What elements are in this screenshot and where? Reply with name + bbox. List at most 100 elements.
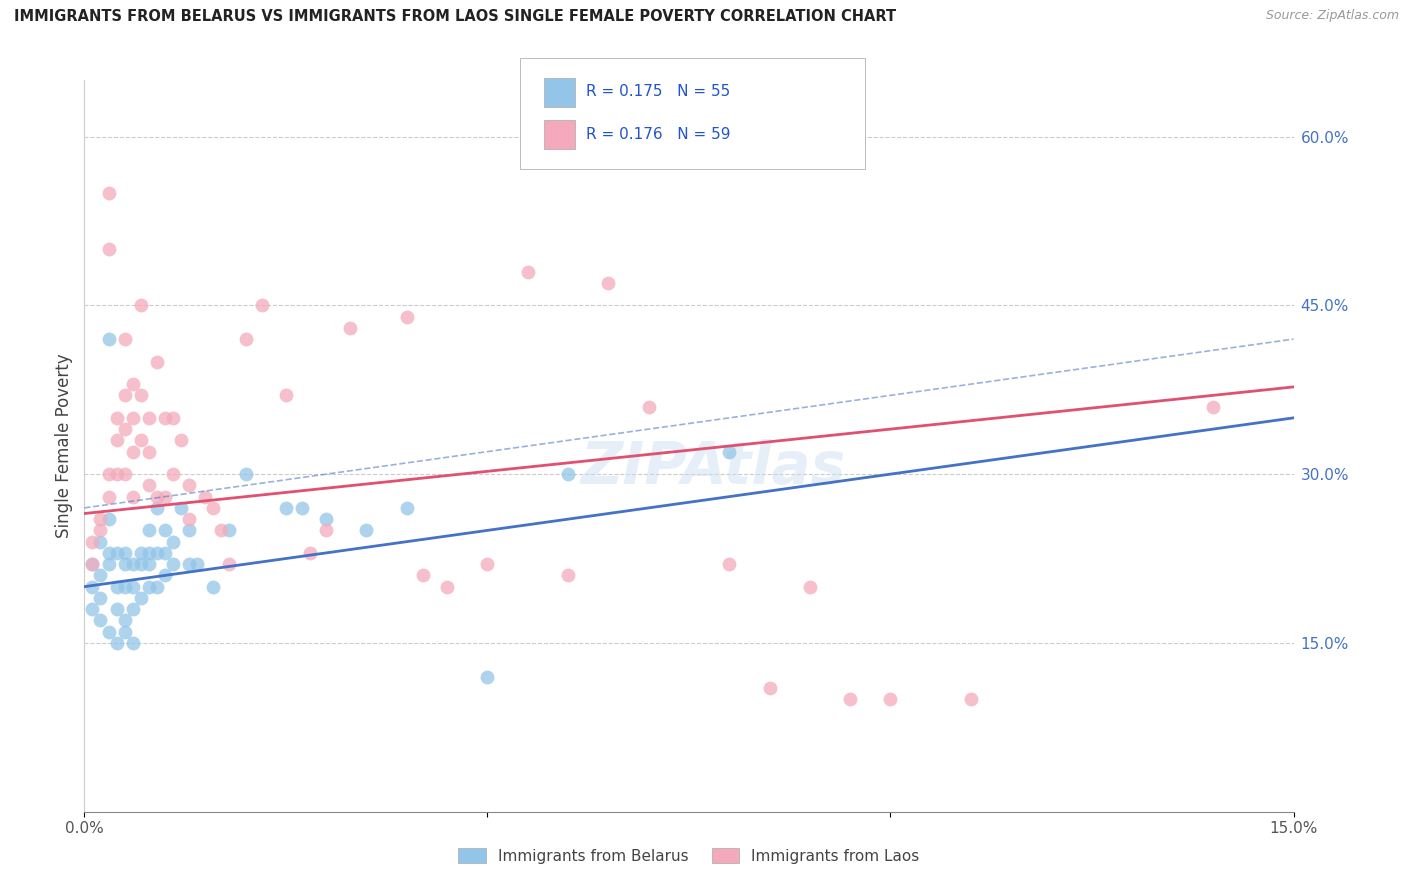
Point bbox=[97, 557, 120, 571]
Point bbox=[129, 557, 152, 571]
Point bbox=[557, 467, 579, 482]
Point bbox=[129, 434, 152, 448]
Point bbox=[299, 546, 322, 560]
Point bbox=[89, 534, 111, 549]
Point bbox=[82, 534, 104, 549]
Point bbox=[105, 467, 128, 482]
Point bbox=[162, 534, 184, 549]
Point bbox=[218, 524, 240, 538]
Point bbox=[1202, 400, 1225, 414]
Point bbox=[235, 467, 257, 482]
Point bbox=[170, 434, 193, 448]
Point bbox=[356, 524, 378, 538]
Point bbox=[114, 557, 136, 571]
Point bbox=[799, 580, 821, 594]
Point bbox=[97, 332, 120, 346]
Point bbox=[138, 580, 160, 594]
Point bbox=[105, 410, 128, 425]
Point bbox=[138, 557, 160, 571]
Point bbox=[105, 546, 128, 560]
Point bbox=[138, 410, 160, 425]
Point bbox=[960, 692, 983, 706]
Point bbox=[153, 524, 176, 538]
Point bbox=[146, 500, 169, 515]
Point bbox=[758, 681, 780, 695]
Point bbox=[146, 580, 169, 594]
Point bbox=[121, 444, 143, 458]
Point bbox=[162, 557, 184, 571]
Text: R = 0.176   N = 59: R = 0.176 N = 59 bbox=[586, 128, 731, 142]
Point bbox=[121, 602, 143, 616]
Point bbox=[121, 410, 143, 425]
Point bbox=[114, 422, 136, 436]
Point bbox=[138, 444, 160, 458]
Point bbox=[291, 500, 314, 515]
Point bbox=[138, 546, 160, 560]
Point bbox=[129, 591, 152, 605]
Point bbox=[153, 568, 176, 582]
Point bbox=[194, 490, 217, 504]
Point bbox=[89, 512, 111, 526]
Point bbox=[315, 512, 337, 526]
Point bbox=[339, 321, 361, 335]
Point bbox=[97, 624, 120, 639]
Point bbox=[146, 546, 169, 560]
Point bbox=[82, 580, 104, 594]
Point bbox=[129, 546, 152, 560]
Point bbox=[274, 388, 297, 402]
Point bbox=[114, 332, 136, 346]
Point bbox=[179, 478, 201, 492]
Text: ZIPAtlas: ZIPAtlas bbox=[581, 440, 846, 497]
Point bbox=[153, 546, 176, 560]
Point bbox=[97, 467, 120, 482]
Point bbox=[839, 692, 862, 706]
Point bbox=[89, 524, 111, 538]
Point bbox=[97, 490, 120, 504]
Point bbox=[97, 512, 120, 526]
Point bbox=[97, 242, 120, 256]
Point bbox=[89, 591, 111, 605]
Point bbox=[114, 624, 136, 639]
Point bbox=[235, 332, 257, 346]
Point bbox=[114, 614, 136, 628]
Point bbox=[218, 557, 240, 571]
Point bbox=[186, 557, 208, 571]
Point bbox=[477, 557, 499, 571]
Point bbox=[97, 186, 120, 200]
Point bbox=[105, 636, 128, 650]
Point bbox=[202, 580, 225, 594]
Point bbox=[718, 557, 741, 571]
Point bbox=[129, 388, 152, 402]
Text: Source: ZipAtlas.com: Source: ZipAtlas.com bbox=[1265, 9, 1399, 22]
Point bbox=[114, 546, 136, 560]
Point bbox=[82, 602, 104, 616]
Point bbox=[105, 434, 128, 448]
Point bbox=[718, 444, 741, 458]
Point bbox=[82, 557, 104, 571]
Point bbox=[146, 354, 169, 368]
Point bbox=[516, 264, 538, 278]
Point bbox=[477, 670, 499, 684]
Point bbox=[162, 410, 184, 425]
Point bbox=[179, 524, 201, 538]
Point bbox=[412, 568, 434, 582]
Point bbox=[557, 568, 579, 582]
Point bbox=[121, 580, 143, 594]
Text: IMMIGRANTS FROM BELARUS VS IMMIGRANTS FROM LAOS SINGLE FEMALE POVERTY CORRELATIO: IMMIGRANTS FROM BELARUS VS IMMIGRANTS FR… bbox=[14, 9, 896, 24]
Legend: Immigrants from Belarus, Immigrants from Laos: Immigrants from Belarus, Immigrants from… bbox=[453, 842, 925, 870]
Point bbox=[395, 500, 418, 515]
Point bbox=[105, 602, 128, 616]
Point bbox=[250, 298, 273, 312]
Point bbox=[129, 298, 152, 312]
Point bbox=[97, 546, 120, 560]
Point bbox=[179, 557, 201, 571]
Point bbox=[315, 524, 337, 538]
Point bbox=[121, 557, 143, 571]
Point bbox=[395, 310, 418, 324]
Point bbox=[121, 490, 143, 504]
Point bbox=[153, 410, 176, 425]
Point bbox=[105, 580, 128, 594]
Point bbox=[153, 490, 176, 504]
Point bbox=[202, 500, 225, 515]
Point bbox=[598, 276, 620, 290]
